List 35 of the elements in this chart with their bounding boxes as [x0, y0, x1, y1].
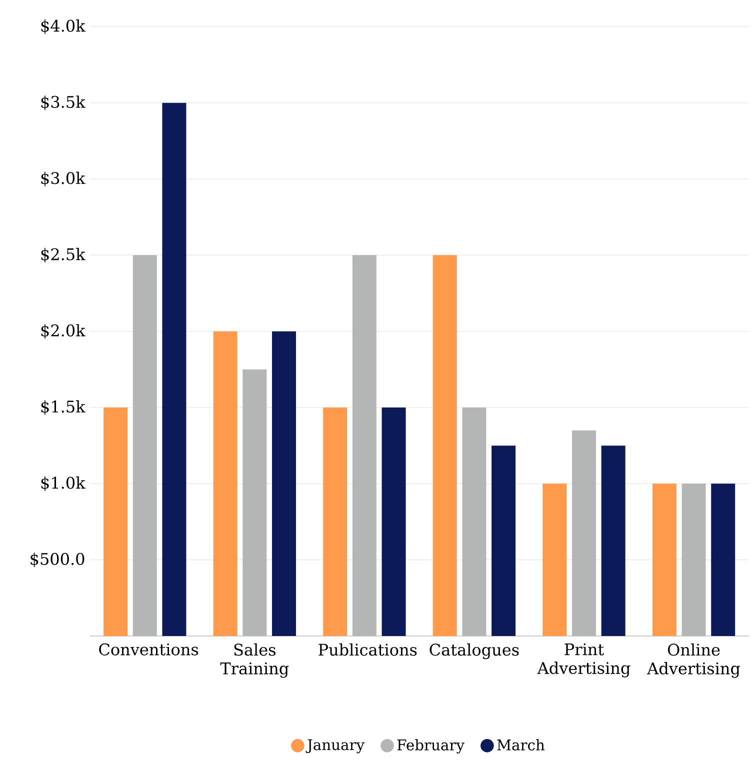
legend-label: February [397, 739, 464, 754]
x-tick-label: Catalogues [430, 643, 519, 660]
y-tick-label: $2.0k [41, 324, 86, 339]
x-tick-label: Sales Training [220, 643, 289, 678]
bar [652, 484, 676, 636]
y-tick-label: $1.0k [41, 476, 86, 491]
bar [572, 430, 596, 636]
bar [272, 331, 296, 636]
bar [492, 446, 516, 636]
bar [242, 369, 267, 636]
y-tick-label: $2.5k [41, 248, 86, 262]
x-tick-label: Conventions [99, 643, 198, 656]
x-tick-label: Publications [318, 643, 417, 656]
bar [432, 255, 457, 636]
bar [323, 408, 348, 636]
bar [132, 255, 157, 636]
bar [162, 102, 186, 636]
x-tick-label: Online Advertising [647, 643, 740, 678]
y-tick-label: $3.5k [41, 96, 86, 110]
y-tick-label: $3.0k [41, 172, 86, 186]
bar [711, 484, 736, 636]
bar [462, 408, 486, 636]
y-tick-label: $500.0 [30, 552, 84, 568]
bar [382, 408, 406, 636]
y-tick-label: $1.5k [41, 400, 86, 415]
bar [682, 484, 706, 636]
x-tick-label: Print Advertising [537, 643, 630, 678]
bar [104, 408, 128, 636]
bar [542, 484, 567, 636]
bar [352, 255, 376, 636]
bar [601, 446, 626, 636]
y-tick-label: $4.0k [41, 19, 86, 34]
legend-label: March [497, 739, 545, 750]
bar [213, 331, 238, 636]
legend-label: January [306, 739, 365, 754]
